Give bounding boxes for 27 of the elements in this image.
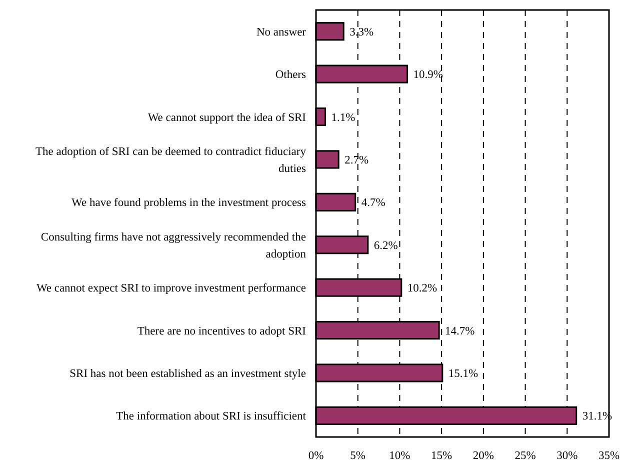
y-tick-label: There are no incentives to adopt SRI — [137, 325, 306, 338]
data-label: 14.7% — [445, 325, 476, 338]
x-tick-label: 25% — [514, 450, 536, 462]
y-tick-label: We cannot expect SRI to improve investment performance — [36, 282, 306, 295]
y-tick-label: No answer — [256, 26, 306, 38]
data-label: 10.2% — [407, 282, 438, 295]
data-label: 15.1% — [448, 368, 479, 380]
x-tick-label: 5% — [350, 450, 366, 462]
x-tick-label: 20% — [472, 450, 494, 462]
y-tick-label: We cannot support the idea of SRI — [148, 112, 306, 124]
y-tick-label: The information about SRI is insufficient — [116, 410, 307, 423]
x-tick-label: 30% — [556, 450, 578, 462]
data-label: 2.7% — [344, 154, 369, 166]
x-tick-label: 10% — [389, 450, 411, 462]
data-label: 4.7% — [361, 197, 386, 210]
data-label: 6.2% — [374, 240, 398, 252]
x-tick-label: 15% — [431, 450, 453, 462]
data-label: 3.3% — [350, 26, 374, 38]
y-tick-label: Consulting firms have not aggressively recommended the adoption — [40, 231, 306, 260]
x-tick-label: 0% — [308, 450, 324, 462]
y-tick-label: The adoption of SRI can be deemed to contradict fiduciary duties — [36, 146, 307, 175]
x-tick-label: 35% — [598, 450, 620, 462]
y-tick-label: We have found problems in the investment process — [72, 197, 307, 210]
data-label: 1.1% — [331, 112, 356, 124]
data-label: 10.9% — [413, 69, 444, 82]
y-tick-label: SRI has not been established as an investment style — [70, 368, 306, 380]
y-tick-label: Others — [275, 69, 307, 82]
